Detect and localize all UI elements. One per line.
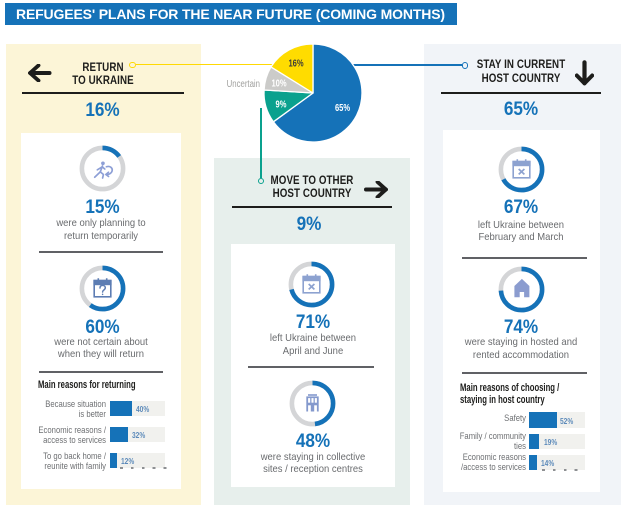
svg-text:9%: 9% [276,98,287,109]
svg-text:16%: 16% [288,57,303,68]
svg-text:65%: 65% [335,102,350,113]
svg-text:10%: 10% [271,77,286,88]
